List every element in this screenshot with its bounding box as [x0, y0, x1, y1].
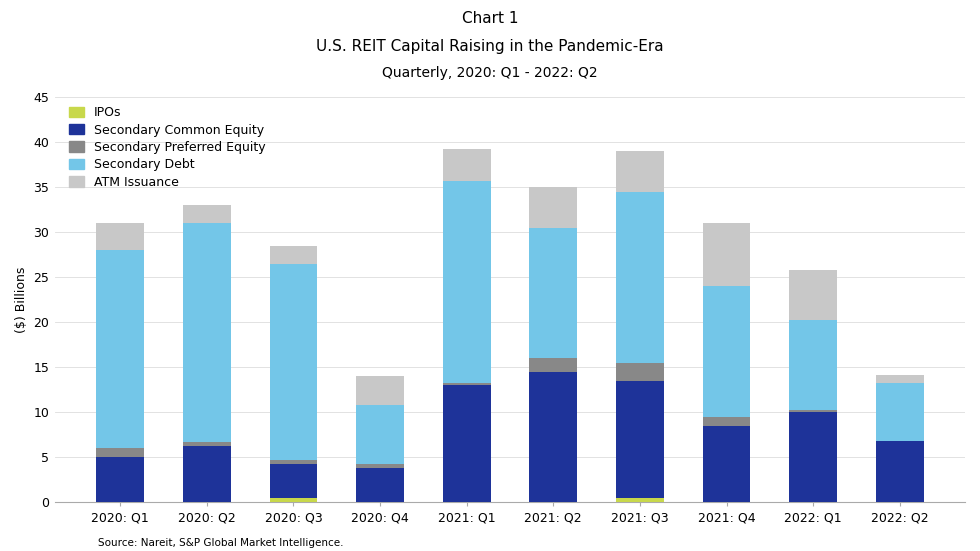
Bar — [183, 223, 230, 442]
Text: Chart 1: Chart 1 — [462, 11, 518, 26]
Bar — [529, 187, 577, 228]
Bar — [789, 320, 837, 409]
Bar — [443, 181, 491, 383]
Bar — [443, 149, 491, 181]
Bar — [357, 468, 404, 503]
Bar — [270, 498, 318, 503]
Bar — [357, 376, 404, 405]
Bar — [703, 223, 751, 286]
Text: Source: Nareit, S&P Global Market Intelligence.: Source: Nareit, S&P Global Market Intell… — [98, 538, 344, 548]
Bar — [616, 363, 663, 381]
Bar — [270, 463, 318, 498]
Bar — [270, 264, 318, 460]
Bar — [616, 498, 663, 503]
Y-axis label: ($) Billions: ($) Billions — [15, 267, 28, 333]
Bar — [183, 205, 230, 223]
Bar — [96, 223, 144, 250]
Bar — [789, 412, 837, 503]
Bar — [183, 446, 230, 503]
Bar — [270, 460, 318, 463]
Bar — [703, 286, 751, 417]
Bar — [183, 442, 230, 446]
Bar — [616, 192, 663, 363]
Bar — [96, 457, 144, 503]
Bar — [703, 426, 751, 503]
Bar — [789, 270, 837, 320]
Bar — [529, 358, 577, 372]
Bar — [616, 381, 663, 498]
Bar — [529, 372, 577, 503]
Legend: IPOs, Secondary Common Equity, Secondary Preferred Equity, Secondary Debt, ATM I: IPOs, Secondary Common Equity, Secondary… — [64, 101, 270, 194]
Bar — [270, 246, 318, 264]
Bar — [789, 409, 837, 412]
Bar — [443, 385, 491, 503]
Bar — [357, 463, 404, 468]
Bar — [876, 441, 923, 503]
Bar — [443, 383, 491, 385]
Bar — [96, 250, 144, 449]
Bar — [616, 151, 663, 192]
Bar — [876, 382, 923, 441]
Text: Quarterly, 2020: Q1 - 2022: Q2: Quarterly, 2020: Q1 - 2022: Q2 — [382, 66, 598, 80]
Bar — [357, 405, 404, 463]
Bar — [96, 449, 144, 457]
Text: U.S. REIT Capital Raising in the Pandemic-Era: U.S. REIT Capital Raising in the Pandemi… — [317, 39, 663, 53]
Bar — [876, 375, 923, 382]
Bar — [703, 417, 751, 426]
Bar — [529, 228, 577, 358]
